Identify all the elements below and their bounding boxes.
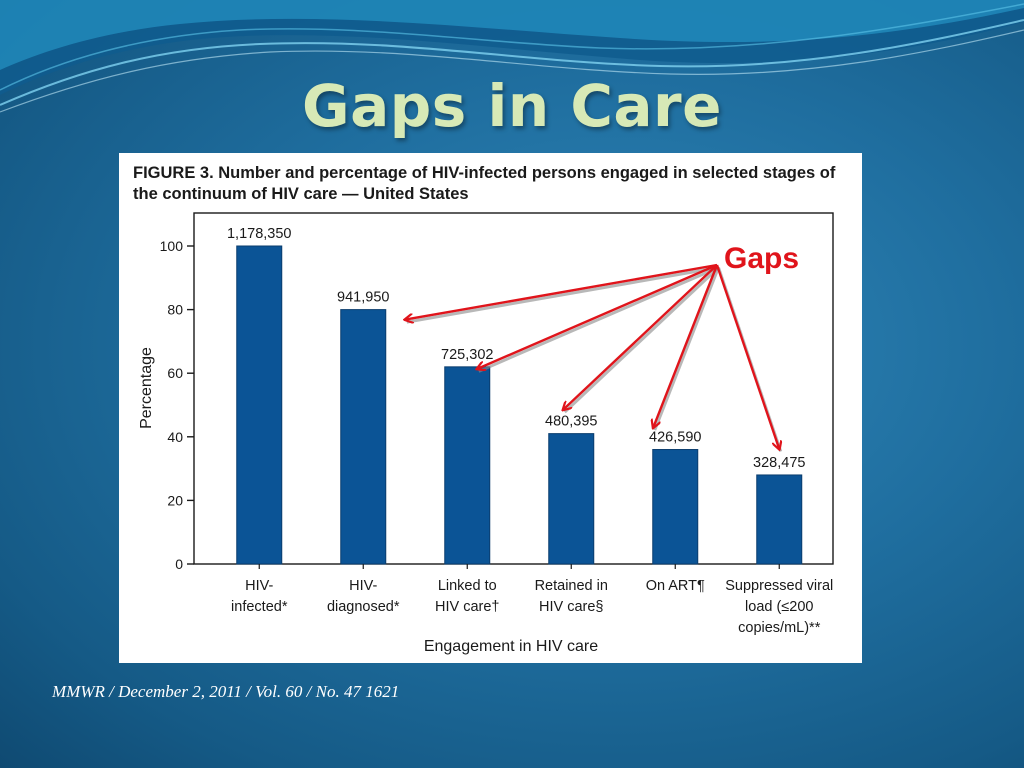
bar — [756, 474, 803, 565]
figure-caption: FIGURE 3. Number and percentage of HIV-i… — [133, 164, 836, 203]
y-axis: 0 20 40 60 80 100 — [160, 238, 194, 572]
bar-value-label: 328,475 — [753, 455, 805, 471]
gap-arrow — [563, 264, 718, 410]
gap-arrow-shadow — [406, 266, 719, 324]
category-label: Suppressed viral — [725, 578, 833, 594]
bars: 1,178,350 941,950 725,302 480,395 426,590 328… — [227, 226, 805, 565]
bar-value-label: 725,302 — [441, 347, 493, 363]
gap-arrows — [405, 263, 781, 451]
plot-frame — [193, 212, 834, 565]
gaps-annotation: Gaps — [724, 242, 799, 275]
bar — [444, 366, 491, 565]
category-label: Retained in — [535, 578, 608, 594]
y-tick-label: 80 — [167, 302, 183, 318]
bar-value-label: 941,950 — [337, 290, 389, 306]
figure-panel: FIGURE 3. Number and percentage of HIV-i… — [119, 153, 862, 663]
bar — [652, 449, 699, 565]
gap-arrow — [715, 264, 779, 449]
bar — [340, 309, 387, 565]
y-tick-label: 40 — [167, 429, 183, 445]
category-label: On ART¶ — [646, 578, 705, 594]
category-label: HIV care† — [435, 599, 499, 615]
bar-value-label: 480,395 — [545, 414, 597, 430]
y-tick-label: 20 — [167, 492, 183, 508]
y-tick-label: 100 — [160, 238, 184, 254]
category-label: copies/mL)** — [738, 620, 821, 636]
bar-value-label: 426,590 — [649, 430, 701, 446]
bar-value-label: 1,178,350 — [227, 226, 292, 242]
bar — [236, 245, 283, 565]
y-axis-title: Percentage — [138, 347, 155, 429]
category-label: infected* — [231, 599, 288, 615]
gap-arrow — [653, 264, 719, 428]
gap-arrow — [477, 263, 718, 369]
gap-arrow-shadow — [653, 266, 720, 431]
category-label: Linked to — [438, 578, 497, 594]
category-label: diagnosed* — [327, 599, 400, 615]
source-citation: MMWR / December 2, 2011 / Vol. 60 / No. … — [52, 682, 400, 701]
slide-title: Gaps in Care — [302, 72, 722, 140]
category-label: HIV- — [245, 578, 273, 594]
x-axis-title: Engagement in HIV care — [424, 638, 598, 655]
decorative-waves — [0, 0, 1024, 113]
bar-chart: 0 20 40 60 80 100 1,178,350 941,950 725,302 480,… — [138, 212, 834, 655]
y-tick-label: 0 — [175, 556, 183, 572]
category-label: HIV- — [349, 578, 377, 594]
gap-arrow-shadow — [563, 266, 720, 414]
bar — [548, 433, 595, 565]
category-label: load (≤200 — [745, 599, 813, 615]
gap-arrow — [405, 263, 718, 320]
x-axis: HIV-infected* HIV-diagnosed* Linked to HIV … — [231, 564, 833, 636]
category-label: HIV care§ — [539, 599, 603, 615]
y-tick-label: 60 — [167, 365, 183, 381]
gap-arrow-shadow — [478, 266, 720, 373]
